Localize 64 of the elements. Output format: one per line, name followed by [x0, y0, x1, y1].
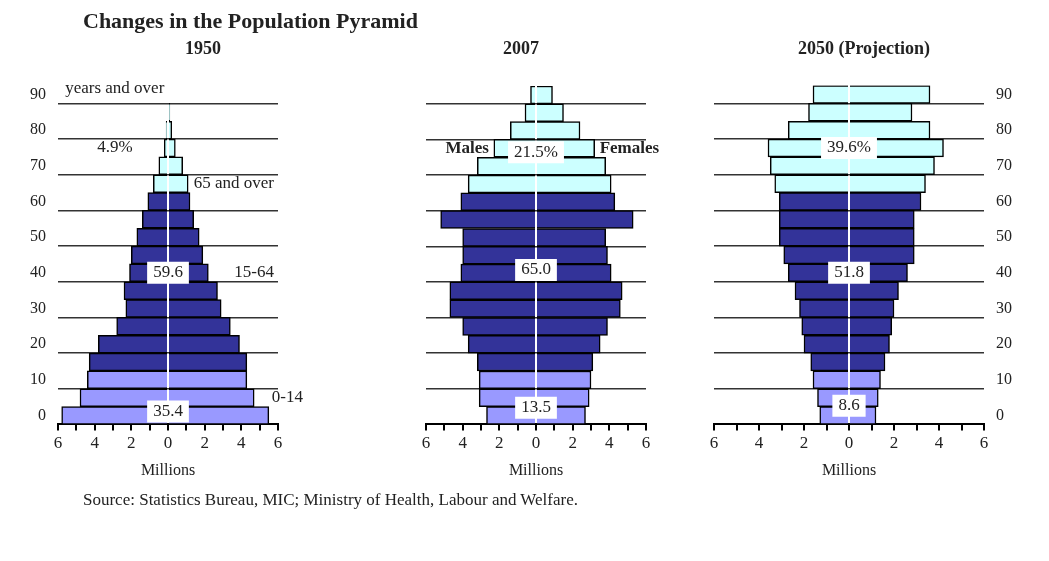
x-tick-label: 4	[458, 433, 468, 453]
y-tick-label: 20	[996, 334, 1012, 352]
annotation: 15-64	[234, 262, 275, 282]
y-tick-label: 30	[996, 298, 1012, 316]
chart-subtitle: 1950	[184, 38, 222, 60]
annotation: 39.6%	[827, 137, 871, 157]
x-tick-label: 6	[53, 433, 63, 453]
y-tick-label: 50	[996, 227, 1012, 245]
x-tick-label: 2	[495, 433, 504, 453]
x-tick-label: 4	[934, 433, 944, 453]
x-tick-label: 4	[237, 433, 247, 453]
x-tick-label: 4	[605, 433, 615, 453]
y-tick-label: 60	[996, 191, 1012, 209]
y-tick-label: 60	[30, 191, 46, 209]
y-tick-label: 50	[30, 227, 46, 245]
annotation: 51.8	[834, 262, 864, 282]
annotation: 13.5	[521, 397, 551, 417]
y-tick-label: 0	[38, 405, 46, 423]
y-tick-label: 10	[996, 370, 1012, 388]
y-tick-label: 40	[30, 263, 46, 281]
y-tick-label: 40	[996, 263, 1012, 281]
x-tick-label: 0	[844, 433, 854, 453]
x-tick-label: 6	[979, 433, 989, 453]
y-tick-label: 70	[30, 156, 46, 174]
chart-subtitle: 2007	[502, 38, 540, 60]
annotation: years and over	[65, 77, 165, 97]
x-tick-label: 2	[889, 433, 899, 453]
annotation: 8.6	[838, 395, 860, 415]
x-tick-label: 4	[754, 433, 764, 453]
y-tick-label: 0	[996, 405, 1004, 423]
y-tick-label: 80	[996, 120, 1012, 138]
x-tick-label: 6	[273, 433, 283, 453]
annotation: 59.6	[153, 262, 183, 282]
x-tick-label: 0	[531, 433, 541, 453]
series-label: Males	[445, 137, 490, 157]
x-tick-label: 2	[200, 433, 209, 453]
x-axis-title: Millions	[821, 460, 877, 478]
x-tick-label: 2	[568, 433, 577, 453]
y-tick-label: 10	[30, 370, 46, 388]
x-tick-label: 6	[709, 433, 719, 453]
series-label: Females	[599, 137, 660, 157]
x-axis-title: Millions	[140, 460, 196, 478]
y-tick-label: 30	[30, 298, 46, 316]
source-note: Source: Statistics Bureau, MIC; Ministry of Health, Labour and Welfare.	[83, 490, 579, 510]
annotation: 65.0	[521, 259, 551, 279]
x-tick-label: 2	[799, 433, 809, 453]
y-tick-label: 90	[996, 84, 1012, 102]
y-tick-label: 80	[30, 120, 46, 138]
chart-subtitle: 2050 (Projection)	[796, 38, 932, 60]
annotation: 4.9%	[97, 137, 133, 157]
annotation: 65 and over	[193, 173, 275, 193]
y-tick-label: 20	[30, 334, 46, 352]
annotation: 35.4	[153, 400, 184, 420]
x-tick-label: 6	[641, 433, 651, 453]
x-tick-label: 2	[127, 433, 136, 453]
annotation: 21.5%	[514, 141, 558, 161]
y-tick-label: 70	[996, 156, 1012, 174]
chart-title: Changes in the Population Pyramid	[83, 8, 419, 35]
annotation: 0-14	[271, 387, 304, 407]
x-tick-label: 6	[421, 433, 431, 453]
x-tick-label: 0	[163, 433, 173, 453]
x-tick-label: 4	[90, 433, 100, 453]
y-tick-label: 90	[30, 84, 46, 102]
x-axis-title: Millions	[508, 460, 564, 478]
